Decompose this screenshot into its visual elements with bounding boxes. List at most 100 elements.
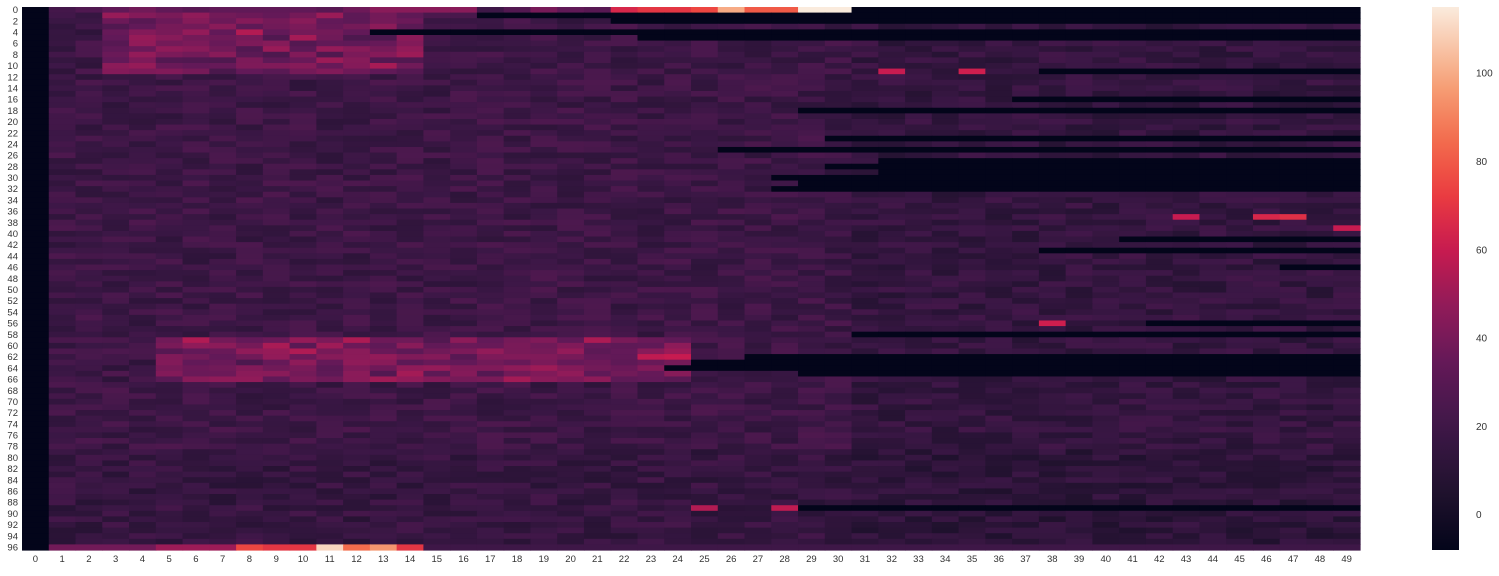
heatmap-cell bbox=[1012, 292, 1040, 299]
heatmap-cell bbox=[236, 18, 264, 25]
heatmap-cell bbox=[209, 202, 237, 210]
heatmap-cell bbox=[610, 382, 639, 389]
heatmap-cell bbox=[75, 230, 103, 238]
heatmap-cell bbox=[878, 538, 906, 545]
heatmap-cell bbox=[503, 354, 532, 361]
heatmap-cell bbox=[1092, 281, 1120, 288]
heatmap-cell bbox=[396, 533, 424, 540]
x-tick-label: 17 bbox=[485, 554, 496, 565]
heatmap-cell bbox=[824, 90, 853, 98]
heatmap-cell bbox=[1145, 292, 1174, 299]
heatmap-cell bbox=[236, 186, 264, 193]
heatmap-cell bbox=[48, 225, 77, 232]
heatmap-cell bbox=[744, 74, 772, 81]
heatmap-cell bbox=[1333, 359, 1361, 366]
heatmap-cell bbox=[717, 152, 746, 159]
heatmap-cell bbox=[824, 303, 853, 310]
heatmap-cell bbox=[209, 533, 237, 540]
heatmap-cell bbox=[369, 477, 398, 484]
heatmap-cell bbox=[423, 533, 451, 540]
heatmap-cell bbox=[209, 12, 237, 19]
heatmap-cell bbox=[878, 57, 906, 64]
heatmap-cell bbox=[102, 253, 130, 260]
heatmap-cell bbox=[851, 74, 879, 81]
heatmap-cell bbox=[75, 214, 103, 221]
heatmap-cell bbox=[343, 85, 371, 92]
heatmap-cell bbox=[931, 460, 960, 467]
heatmap-cell bbox=[610, 314, 639, 322]
heatmap-cell bbox=[316, 230, 344, 238]
heatmap-cell bbox=[878, 51, 906, 58]
heatmap-cell bbox=[316, 298, 344, 305]
heatmap-cell bbox=[905, 197, 933, 204]
heatmap-cell bbox=[557, 29, 585, 36]
heatmap-cell bbox=[691, 421, 719, 428]
heatmap-cell bbox=[209, 214, 237, 221]
heatmap-cell bbox=[824, 337, 853, 344]
heatmap-cell bbox=[583, 7, 612, 14]
heatmap-cell bbox=[503, 74, 532, 81]
heatmap-cell bbox=[691, 230, 719, 238]
heatmap-cell bbox=[717, 337, 746, 344]
heatmap-cell bbox=[530, 208, 558, 215]
heatmap-cell bbox=[48, 169, 77, 176]
heatmap-cell bbox=[557, 85, 585, 92]
heatmap-cell bbox=[1306, 499, 1334, 506]
heatmap-cell bbox=[48, 74, 77, 81]
heatmap-cell bbox=[1199, 471, 1227, 478]
heatmap-cell bbox=[316, 90, 344, 98]
heatmap-cell bbox=[905, 454, 933, 462]
heatmap-cell bbox=[1172, 314, 1201, 322]
heatmap-cell bbox=[129, 253, 157, 260]
heatmap-cell bbox=[557, 158, 585, 165]
heatmap-cell bbox=[1065, 186, 1093, 193]
heatmap-cell bbox=[75, 449, 103, 456]
heatmap-cell bbox=[931, 242, 960, 249]
heatmap-cell bbox=[182, 158, 210, 165]
heatmap-cell bbox=[824, 275, 853, 282]
heatmap-cell bbox=[450, 449, 478, 456]
heatmap-cell bbox=[209, 443, 237, 450]
heatmap-cell bbox=[1333, 29, 1361, 36]
heatmap-cell bbox=[22, 102, 50, 109]
heatmap-cell bbox=[22, 365, 50, 372]
heatmap-cell bbox=[798, 544, 826, 551]
heatmap-cell bbox=[1226, 342, 1254, 350]
heatmap-cell bbox=[102, 174, 130, 182]
heatmap-cell bbox=[209, 264, 237, 271]
heatmap-cell bbox=[423, 348, 451, 355]
heatmap-cell bbox=[610, 90, 639, 98]
heatmap-cell bbox=[610, 426, 639, 434]
heatmap-cell bbox=[209, 281, 237, 288]
heatmap-cell bbox=[583, 174, 612, 182]
heatmap-cell bbox=[262, 270, 291, 277]
heatmap-cell bbox=[824, 544, 853, 551]
heatmap-cell bbox=[691, 370, 719, 378]
heatmap-cell bbox=[637, 482, 665, 490]
heatmap-cell bbox=[1065, 286, 1093, 294]
heatmap-cell bbox=[771, 454, 799, 462]
heatmap-cell bbox=[236, 494, 264, 501]
heatmap-cell bbox=[878, 180, 906, 187]
heatmap-cell bbox=[905, 449, 933, 456]
heatmap-cell bbox=[1172, 141, 1201, 148]
heatmap-cell bbox=[316, 124, 344, 131]
heatmap-cell bbox=[1252, 510, 1281, 518]
heatmap-cell bbox=[717, 348, 746, 355]
heatmap-cell bbox=[155, 454, 184, 462]
heatmap-cell bbox=[1119, 247, 1147, 254]
heatmap-cell bbox=[48, 505, 77, 512]
heatmap-cell bbox=[637, 186, 665, 193]
heatmap-cell bbox=[102, 152, 130, 159]
heatmap-cell bbox=[1306, 57, 1334, 64]
heatmap-cell bbox=[48, 152, 77, 159]
heatmap-cell bbox=[182, 466, 210, 473]
heatmap-cell bbox=[958, 135, 986, 142]
heatmap-cell bbox=[343, 219, 371, 226]
heatmap-cell bbox=[182, 118, 210, 126]
heatmap-cell bbox=[931, 18, 960, 25]
heatmap-cell bbox=[503, 533, 532, 540]
heatmap-cell bbox=[343, 298, 371, 305]
heatmap-cell bbox=[48, 51, 77, 58]
heatmap-cell bbox=[503, 197, 532, 204]
